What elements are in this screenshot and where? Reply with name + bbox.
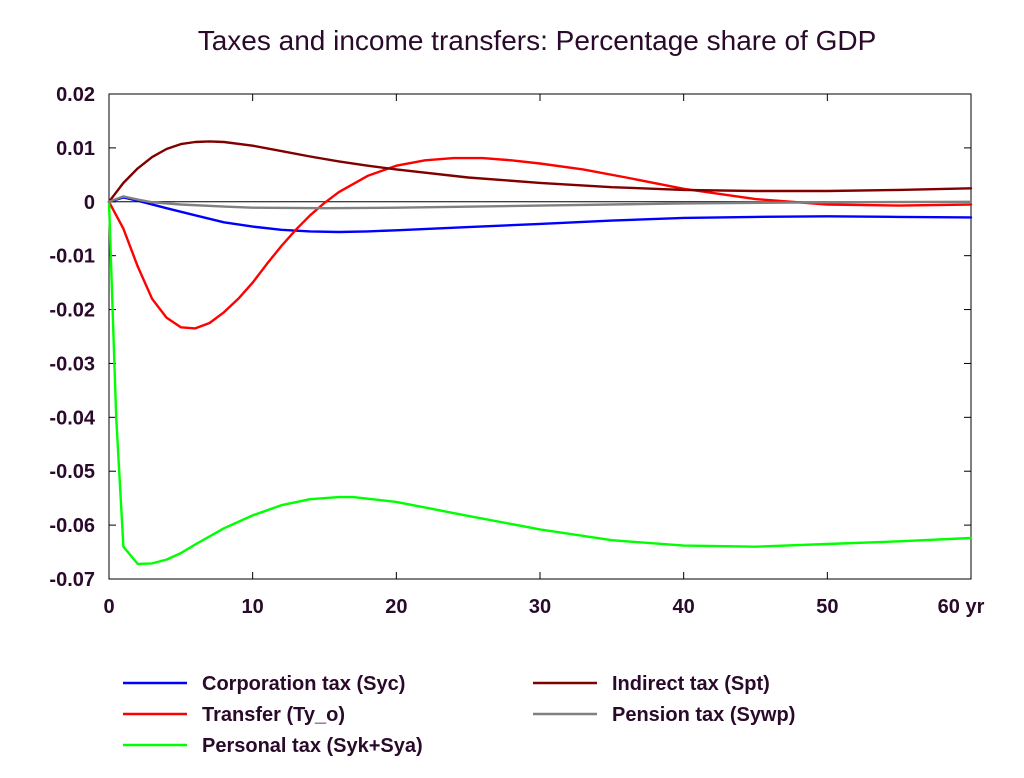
x-tick-label: 60 yr [938, 596, 985, 618]
axes: 0.02 0.01 0 -0.01 -0.02 -0.03 -0.04 -0.05 -0.06 -… [49, 84, 984, 618]
x-tick-label: 0 [103, 596, 114, 618]
legend-label: Transfer (Ty_o) [202, 704, 345, 726]
x-tick-label: 10 [242, 596, 264, 618]
legend: Corporation tax (Syc) Transfer (Ty_o) Pers… [123, 673, 795, 757]
series-layer [107, 140, 973, 566]
series-line-2 [107, 200, 973, 566]
y-tick-label: -0.02 [49, 300, 95, 322]
y-tick-label: 0.02 [56, 84, 95, 106]
y-tick-label: -0.01 [49, 246, 95, 268]
legend-label: Personal tax (Syk+Sya) [202, 735, 423, 757]
x-tick-label: 30 [529, 596, 551, 618]
x-tick-label: 50 [816, 596, 838, 618]
series-line-4 [107, 195, 973, 210]
series-line-1 [107, 156, 973, 330]
legend-label: Pension tax (Sywp) [612, 704, 795, 726]
plot-frame [108, 93, 972, 580]
y-tick-label: -0.07 [49, 569, 95, 591]
chart-title: Taxes and income transfers: Percentage s… [198, 25, 877, 56]
y-tick-label: -0.05 [49, 461, 95, 483]
x-tick-label: 20 [385, 596, 407, 618]
series-line-0 [107, 196, 973, 234]
y-tick-label: 0 [84, 192, 95, 214]
series-line-3 [107, 140, 973, 204]
x-tick-label: 40 [673, 596, 695, 618]
legend-label: Corporation tax (Syc) [202, 673, 405, 695]
y-tick-label: -0.03 [49, 353, 95, 375]
y-tick-label: 0.01 [56, 138, 95, 160]
y-tick-label: -0.06 [49, 515, 95, 537]
legend-label: Indirect tax (Spt) [612, 673, 770, 695]
y-tick-label: -0.04 [49, 407, 95, 429]
